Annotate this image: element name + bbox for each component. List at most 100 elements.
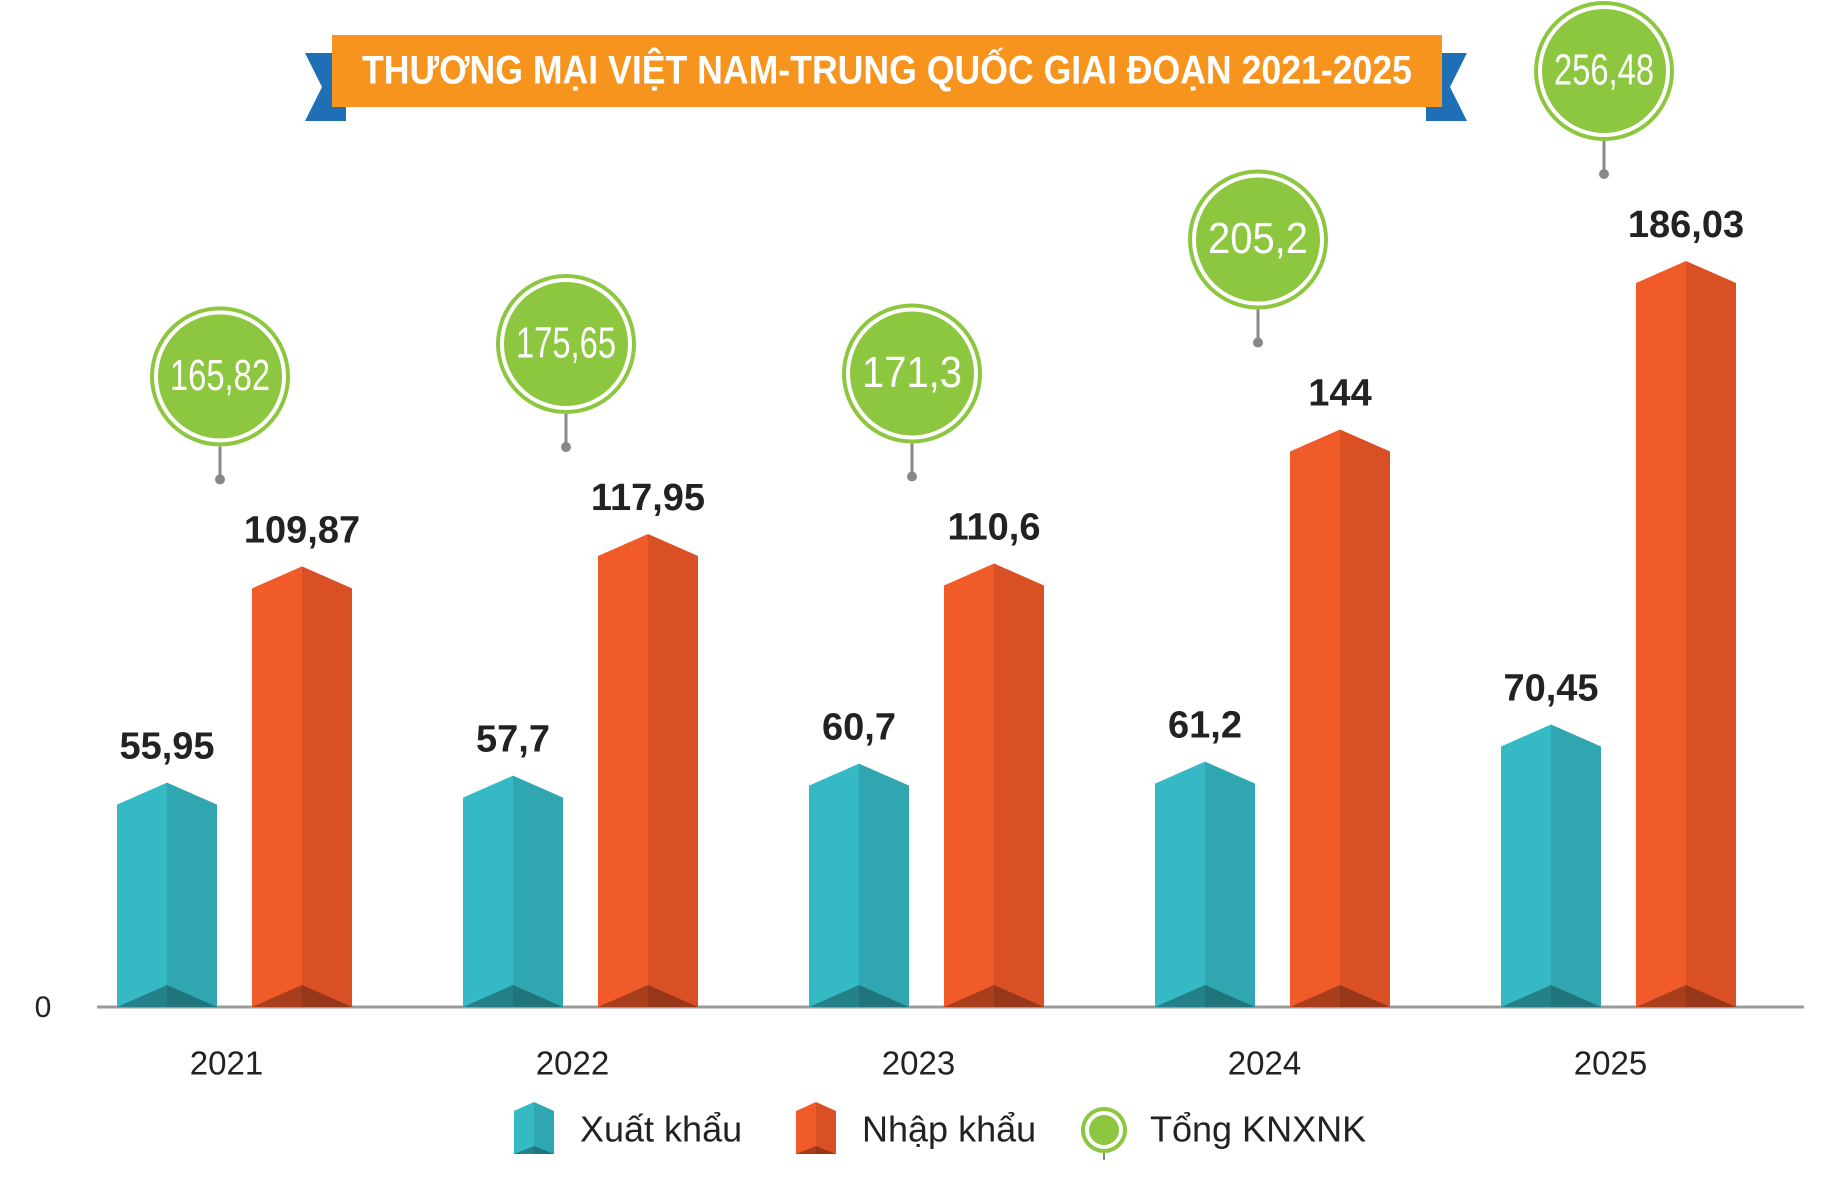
bubble-label: 175,65: [516, 319, 616, 368]
chart-title: THƯƠNG MẠI VIỆT NAM-TRUNG QUỐC GIAI ĐOẠN…: [362, 47, 1412, 93]
bubble-ring: [1538, 5, 1670, 138]
x-tick-label: 2024: [1228, 1045, 1301, 1082]
legend-face: [514, 1102, 534, 1154]
bar: [252, 566, 352, 1007]
bar: [1290, 429, 1390, 1007]
bubble-label: 165,82: [170, 351, 270, 400]
bar: [809, 763, 909, 1007]
bar: [944, 563, 1044, 1007]
x-tick-label: 2021: [190, 1045, 263, 1082]
total-bubble: [496, 274, 636, 415]
bubble-outer: [1534, 1, 1674, 142]
legend-face: [796, 1102, 816, 1154]
bubble-ring: [1192, 173, 1324, 306]
bar-face: [117, 782, 167, 1007]
legend-face: [534, 1102, 554, 1154]
bubble-ring: [846, 307, 978, 440]
bar-face: [648, 534, 698, 1007]
bar-face: [1290, 429, 1340, 1007]
value-label: 57,7: [476, 719, 550, 761]
bar-shade: [648, 534, 698, 1007]
bubble-pin-dot: [1599, 169, 1609, 180]
bubble-label: 205,2: [1208, 214, 1308, 263]
bar-shade: [1340, 429, 1390, 1007]
total-bubble: [842, 303, 982, 444]
bar-face: [1205, 761, 1255, 1007]
total-bubble: [150, 306, 290, 447]
bar-base: [809, 985, 909, 1007]
bubble-label: 256,48: [1554, 46, 1654, 95]
bar-face: [809, 763, 859, 1007]
bubble-pin-dot: [1253, 337, 1263, 348]
bar-face: [513, 775, 563, 1007]
bar-face: [167, 782, 217, 1007]
bubble-pin-dot: [907, 471, 917, 482]
bar-base: [252, 985, 352, 1007]
bar-shade: [302, 566, 352, 1007]
bar-face: [252, 566, 302, 1007]
bar-shade: [859, 763, 909, 1007]
bar: [463, 775, 563, 1007]
bar-face: [463, 775, 513, 1007]
bar: [598, 534, 698, 1007]
bar-base: [463, 985, 563, 1007]
legend-face: [816, 1102, 836, 1154]
bar-base: [598, 985, 698, 1007]
bar-face: [1686, 261, 1736, 1007]
value-label: 117,95: [591, 477, 705, 519]
bar-base: [944, 985, 1044, 1007]
value-label: 70,45: [1503, 668, 1598, 710]
bar-shade: [1686, 261, 1736, 1007]
bubble-outer: [150, 306, 290, 447]
bar: [1501, 724, 1601, 1007]
bar-shade: [994, 563, 1044, 1007]
legend-label: Xuất khẩu: [580, 1109, 742, 1150]
bubble-ring: [500, 278, 632, 411]
bar-shade: [513, 775, 563, 1007]
bar-shade: [1205, 761, 1255, 1007]
bar-face: [944, 563, 994, 1007]
value-label: 60,7: [822, 707, 896, 749]
legend-swatch: [796, 1102, 836, 1154]
legend-swatch: [1081, 1107, 1127, 1153]
bar-face: [1551, 724, 1601, 1007]
title-banner: [332, 35, 1442, 107]
bar-base: [117, 985, 217, 1007]
legend-shade: [816, 1102, 836, 1154]
bubble-ring: [154, 310, 286, 443]
bar-face: [598, 534, 648, 1007]
legend-base: [514, 1146, 554, 1154]
bar: [1155, 761, 1255, 1007]
bar: [117, 782, 217, 1007]
bar-face: [302, 566, 352, 1007]
bar-face: [1636, 261, 1686, 1007]
bubble-pin-dot: [561, 442, 571, 453]
bar-base: [1290, 985, 1390, 1007]
bar-base: [1501, 985, 1601, 1007]
value-label: 144: [1308, 373, 1371, 415]
bar-face: [1340, 429, 1390, 1007]
total-bubble: [1188, 169, 1328, 310]
bar-base: [1155, 985, 1255, 1007]
bar-shade: [167, 782, 217, 1007]
value-label: 110,6: [948, 507, 1041, 549]
value-label: 61,2: [1168, 705, 1242, 747]
legend-shade: [534, 1102, 554, 1154]
bubble-outer: [842, 303, 982, 444]
legend-label: Nhập khẩu: [862, 1109, 1036, 1150]
legend-swatch: [514, 1102, 554, 1154]
x-tick-label: 2023: [882, 1045, 955, 1082]
bar-face: [1155, 761, 1205, 1007]
x-tick-label: 2022: [536, 1045, 609, 1082]
value-label: 55,95: [119, 726, 214, 768]
legend-base: [796, 1146, 836, 1154]
bar-face: [1501, 724, 1551, 1007]
value-label: 186,03: [1628, 204, 1744, 246]
bar-face: [859, 763, 909, 1007]
bubble-label: 171,3: [862, 348, 962, 397]
bubble-pin-dot: [215, 474, 225, 485]
bubble-outer: [496, 274, 636, 415]
bubble-ring: [1085, 1111, 1123, 1149]
x-tick-label: 2025: [1574, 1045, 1647, 1082]
